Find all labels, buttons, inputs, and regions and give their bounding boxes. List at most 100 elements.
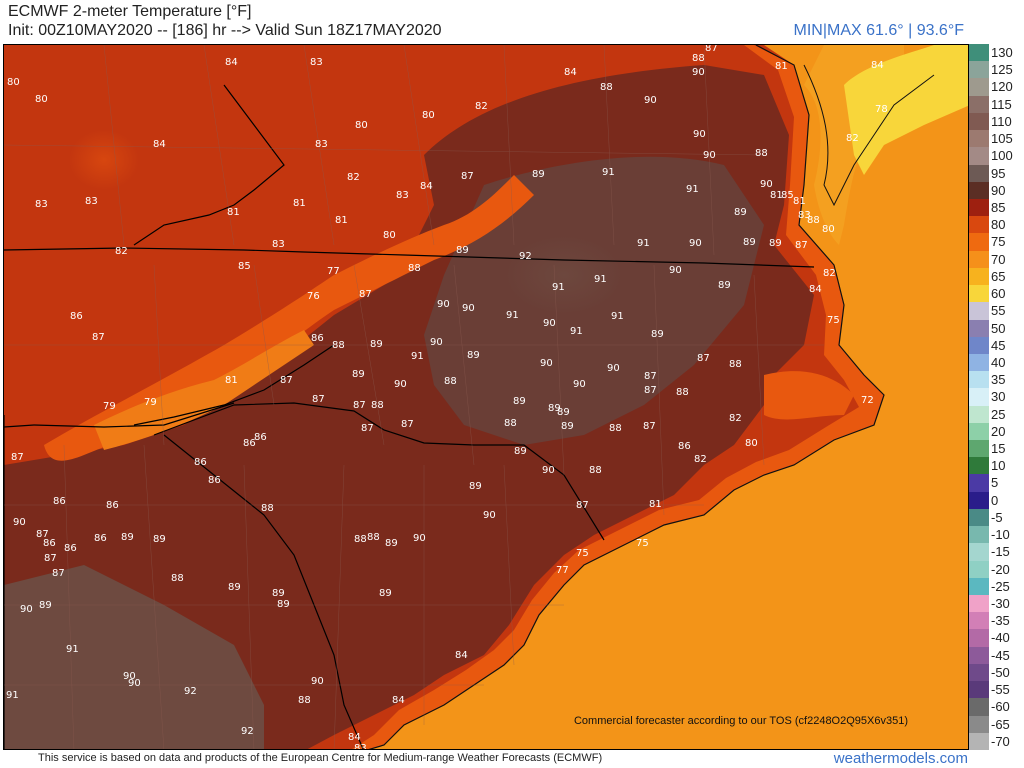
- temp-label: 88: [600, 82, 613, 93]
- temp-label: 87: [795, 240, 808, 251]
- temp-label: 91: [506, 310, 519, 321]
- legend-row: 130: [969, 44, 1024, 62]
- legend-row: 125: [969, 61, 1024, 79]
- temp-label: 80: [35, 94, 48, 105]
- temp-label: 88: [261, 503, 274, 514]
- legend-swatch: [969, 612, 989, 630]
- temp-label: 92: [241, 726, 254, 737]
- legend-label: 5: [991, 475, 999, 491]
- temp-label: 86: [53, 496, 66, 507]
- temp-label: 87: [576, 500, 589, 511]
- temp-label: 89: [532, 169, 545, 180]
- legend-label: 100: [991, 148, 1013, 164]
- temp-label: 90: [430, 337, 443, 348]
- temp-label: 78: [875, 104, 888, 115]
- legend-swatch: [969, 560, 989, 578]
- legend-label: -20: [991, 561, 1010, 577]
- temp-label: 79: [103, 401, 116, 412]
- legend-row: -30: [969, 595, 1024, 613]
- legend-label: -30: [991, 596, 1010, 612]
- legend-label: 125: [991, 62, 1013, 78]
- temp-label: 90: [123, 671, 136, 682]
- legend-swatch: [969, 285, 989, 303]
- temp-label: 89: [385, 538, 398, 549]
- temp-label: 86: [43, 538, 56, 549]
- legend-row: 105: [969, 130, 1024, 148]
- temp-label: 86: [311, 333, 324, 344]
- temp-label: 89: [718, 280, 731, 291]
- legend-swatch: [969, 216, 989, 234]
- temp-label: 90: [689, 238, 702, 249]
- legend-row: -60: [969, 698, 1024, 716]
- legend-label: -60: [991, 699, 1010, 715]
- temp-label: 83: [272, 239, 285, 250]
- temp-label: 87: [644, 371, 657, 382]
- legend-row: 20: [969, 422, 1024, 441]
- delmarva-coast: [803, 64, 935, 207]
- temp-label: 81: [225, 375, 238, 386]
- temp-label: 88: [367, 532, 380, 543]
- temp-label: 87: [353, 400, 366, 411]
- temp-label: 87: [401, 419, 414, 430]
- legend-row: -40: [969, 629, 1024, 647]
- temp-label: 88: [755, 148, 768, 159]
- temp-label: 87: [644, 385, 657, 396]
- legend-swatch: [969, 147, 989, 165]
- legend-label: -70: [991, 733, 1010, 749]
- temp-label: 91: [637, 238, 650, 249]
- legend-label: 60: [991, 286, 1006, 302]
- legend-label: -65: [991, 716, 1010, 732]
- temp-label: 80: [822, 224, 835, 235]
- legend-swatch: [969, 130, 989, 148]
- temp-label: 80: [745, 438, 758, 449]
- temp-label: 89: [561, 421, 574, 432]
- legend-label: -40: [991, 630, 1010, 646]
- temp-label: 87: [697, 353, 710, 364]
- temp-label: 80: [355, 120, 368, 131]
- temp-label: 90: [462, 303, 475, 314]
- tos-notice: Commercial forecaster according to our T…: [573, 715, 908, 727]
- legend-row: -65: [969, 715, 1024, 733]
- legend-label: 30: [991, 389, 1006, 405]
- legend-swatch: [969, 457, 989, 475]
- legend-swatch: [969, 95, 989, 113]
- footer: This service is based on data and produc…: [0, 750, 1024, 768]
- temp-label: 72: [861, 395, 874, 406]
- temp-label: 90: [703, 150, 716, 161]
- temp-label: 81: [335, 215, 348, 226]
- header: ECMWF 2-meter Temperature [°F] Init: 00Z…: [0, 0, 1024, 44]
- legend-label: -55: [991, 682, 1010, 698]
- legend-label: 15: [991, 441, 1006, 457]
- legend-swatch: [969, 577, 989, 596]
- temp-label: 79: [144, 397, 157, 408]
- legend-swatch: [969, 732, 989, 750]
- legend-label: 90: [991, 182, 1006, 198]
- legend-row: 65: [969, 267, 1024, 286]
- temp-label: 89: [352, 369, 365, 380]
- temp-label: 89: [734, 207, 747, 218]
- legend-label: 20: [991, 423, 1006, 439]
- temp-label: 87: [705, 45, 718, 54]
- legend-swatch: [969, 698, 989, 716]
- brand-link[interactable]: weathermodels.com: [833, 750, 968, 767]
- pamlico-sound: [764, 371, 854, 420]
- temp-label: 84: [871, 60, 884, 71]
- temp-label: 83: [396, 190, 409, 201]
- legend-swatch: [969, 663, 989, 682]
- temp-label: 86: [678, 441, 691, 452]
- temp-label: 89: [272, 588, 285, 599]
- legend-label: 70: [991, 251, 1006, 267]
- temp-label: 87: [11, 452, 24, 463]
- legend-row: 95: [969, 164, 1024, 182]
- temp-label: 82: [846, 133, 859, 144]
- temp-label: 91: [570, 326, 583, 337]
- legend-row: 45: [969, 336, 1024, 354]
- temp-label: 81: [649, 499, 662, 510]
- temp-label: 77: [327, 266, 340, 277]
- temp-label: 86: [64, 543, 77, 554]
- temp-label: 81: [775, 61, 788, 72]
- temp-label: 84: [564, 67, 577, 78]
- legend-row: -50: [969, 663, 1024, 682]
- temp-label: 91: [411, 351, 424, 362]
